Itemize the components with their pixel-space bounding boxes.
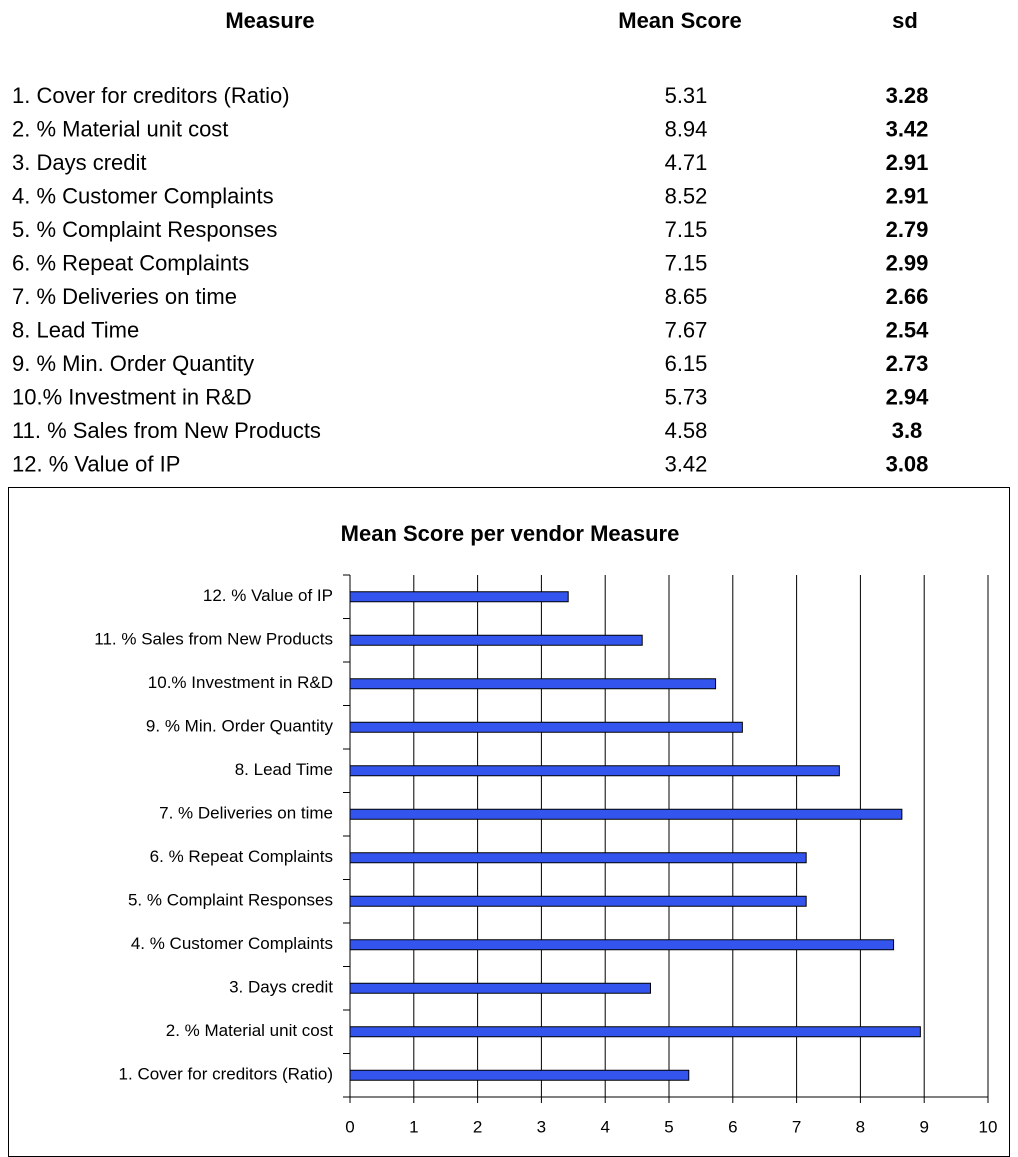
x-tick-label: 2: [473, 1117, 482, 1136]
sd-cell: 3.42: [886, 116, 929, 141]
x-tick-label: 5: [664, 1117, 673, 1136]
sd-cell: 3.08: [886, 451, 929, 476]
measure-cell: 2. % Material unit cost: [12, 116, 228, 141]
x-tick-label: 7: [792, 1117, 801, 1136]
y-tick-label: 6. % Repeat Complaints: [150, 847, 333, 866]
mean-cell: 5.31: [665, 83, 708, 108]
measure-cell: 10.% Investment in R&D: [12, 384, 252, 409]
sd-cell: 3.28: [886, 83, 929, 108]
x-tick-label: 3: [537, 1117, 546, 1136]
mean-cell: 7.15: [665, 217, 708, 242]
bar: [349, 721, 743, 733]
mean-cell: 4.71: [665, 150, 708, 175]
y-tick-label: 9. % Min. Order Quantity: [146, 717, 334, 736]
mean-cell: 6.15: [665, 351, 708, 376]
bar: [349, 808, 903, 820]
x-tick-label: 6: [728, 1117, 737, 1136]
measure-cell: 4. % Customer Complaints: [12, 183, 274, 208]
mean-cell: 4.58: [665, 418, 708, 443]
measure-cell: 3. Days credit: [12, 150, 147, 175]
bar: [349, 852, 807, 864]
sd-cell: 2.91: [886, 150, 929, 175]
measure-cell: 11. % Sales from New Products: [12, 418, 321, 443]
chart-title: Mean Score per vendor Measure: [341, 521, 680, 546]
bar: [349, 765, 840, 777]
measure-cell: 1. Cover for creditors (Ratio): [12, 83, 290, 108]
y-tick-label: 8. Lead Time: [235, 760, 333, 779]
y-tick-label: 1. Cover for creditors (Ratio): [119, 1065, 333, 1084]
bar: [349, 634, 643, 646]
y-tick-label: 12. % Value of IP: [203, 586, 333, 605]
x-tick-label: 10: [979, 1117, 998, 1136]
bar: [349, 982, 651, 994]
bar: [349, 678, 717, 690]
sd-cell: 2.54: [886, 317, 930, 342]
bar: [349, 591, 569, 603]
mean-cell: 8.52: [665, 183, 708, 208]
bar: [349, 895, 807, 907]
mean-cell: 7.15: [665, 250, 708, 275]
sd-cell: 2.66: [886, 284, 929, 309]
y-tick-label: 10.% Investment in R&D: [148, 673, 333, 692]
table-header-cell: sd: [892, 8, 918, 33]
y-tick-label: 2. % Material unit cost: [166, 1021, 334, 1040]
sd-cell: 2.73: [886, 351, 929, 376]
measure-cell: 9. % Min. Order Quantity: [12, 351, 254, 376]
bar: [349, 1026, 921, 1038]
measure-cell: 8. Lead Time: [12, 317, 139, 342]
x-tick-label: 8: [856, 1117, 865, 1136]
sd-cell: 2.94: [886, 384, 930, 409]
measure-cell: 5. % Complaint Responses: [12, 217, 277, 242]
measure-cell: 12. % Value of IP: [12, 451, 180, 476]
measure-cell: 6. % Repeat Complaints: [12, 250, 249, 275]
y-tick-label: 5. % Complaint Responses: [128, 891, 333, 910]
x-tick-label: 9: [919, 1117, 928, 1136]
sd-cell: 2.91: [886, 183, 929, 208]
mean-cell: 5.73: [665, 384, 708, 409]
x-tick-label: 1: [409, 1117, 418, 1136]
table-header-cell: Measure: [225, 8, 314, 33]
mean-cell: 8.94: [665, 116, 708, 141]
mean-cell: 8.65: [665, 284, 708, 309]
y-tick-label: 3. Days credit: [229, 978, 333, 997]
y-tick-label: 7. % Deliveries on time: [159, 804, 333, 823]
x-tick-label: 0: [345, 1117, 354, 1136]
mean-cell: 7.67: [665, 317, 708, 342]
y-tick-label: 4. % Customer Complaints: [131, 934, 333, 953]
bar: [349, 939, 895, 951]
sd-cell: 3.8: [892, 418, 923, 443]
x-tick-label: 4: [600, 1117, 609, 1136]
sd-cell: 2.79: [886, 217, 929, 242]
table-header-cell: Mean Score: [618, 8, 742, 33]
mean-cell: 3.42: [665, 451, 708, 476]
y-tick-label: 11. % Sales from New Products: [94, 630, 333, 649]
bar: [349, 1069, 690, 1081]
measure-cell: 7. % Deliveries on time: [12, 284, 237, 309]
sd-cell: 2.99: [886, 250, 929, 275]
